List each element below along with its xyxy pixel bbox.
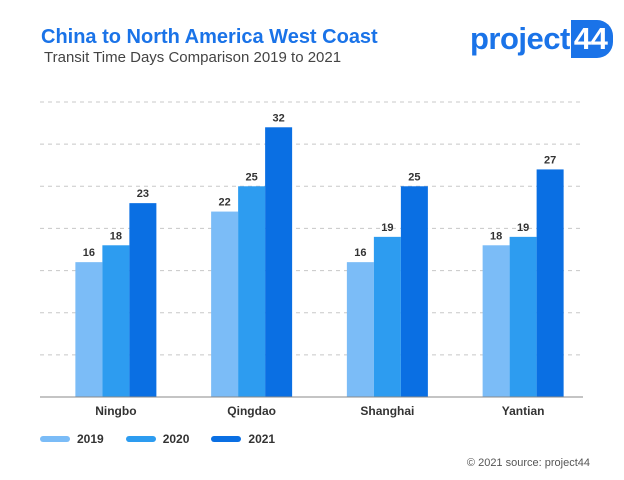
bar-yantian-2021 — [536, 169, 564, 397]
data-labels: 16 18 23 22 25 32 16 19 25 18 19 27 — [83, 112, 557, 259]
data-label: 32 — [273, 112, 285, 124]
data-label: 18 — [110, 230, 122, 242]
bar-yantian-2020 — [509, 236, 537, 397]
legend-swatch — [125, 436, 156, 442]
legend-item-2021: 2021 — [211, 432, 275, 446]
legend-item-2020: 2020 — [125, 432, 190, 446]
bar-ningbo-2021 — [129, 203, 157, 397]
bar-yantian-2019 — [482, 245, 510, 397]
bar-ningbo-2020 — [102, 245, 130, 397]
source-note: © 2021 source: project44 — [466, 457, 590, 469]
legend-label: 2020 — [162, 432, 190, 446]
project44-logo: project 44 — [470, 19, 614, 59]
data-label: 19 — [381, 222, 393, 234]
bar-shanghai-2021 — [400, 186, 428, 397]
data-label: 22 — [219, 197, 231, 209]
x-tick-label: Ningbo — [95, 404, 136, 418]
x-tick-label: Shanghai — [360, 404, 414, 418]
bar-ningbo-2019 — [75, 262, 103, 397]
x-tick-label: Yantian — [502, 404, 545, 418]
chart-subtitle: Transit Time Days Comparison 2019 to 202… — [44, 49, 342, 66]
data-label: 18 — [490, 230, 502, 242]
chart-title: China to North America West Coast — [41, 26, 378, 48]
logo-number: 44 — [570, 20, 614, 58]
bar-qingdao-2021 — [265, 127, 293, 398]
legend-label: 2019 — [77, 432, 104, 446]
legend-swatch — [40, 436, 70, 442]
data-label: 25 — [246, 171, 258, 183]
data-label: 23 — [137, 188, 149, 200]
data-label: 16 — [83, 247, 95, 259]
bar-shanghai-2020 — [373, 236, 401, 397]
data-label: 25 — [408, 171, 420, 183]
bar-shanghai-2019 — [346, 262, 374, 397]
bar-qingdao-2020 — [238, 186, 266, 397]
legend-label: 2021 — [248, 432, 276, 446]
bars — [75, 127, 564, 398]
x-tick-label: Qingdao — [227, 404, 276, 418]
data-label: 27 — [544, 154, 556, 166]
data-label: 16 — [354, 247, 366, 259]
data-label: 19 — [517, 222, 529, 234]
bar-qingdao-2019 — [211, 211, 239, 397]
legend-item-2019: 2019 — [40, 432, 104, 446]
x-axis: Ningbo Qingdao Shanghai Yantian — [40, 396, 583, 418]
legend: 2019 2020 2021 — [40, 432, 297, 446]
legend-swatch — [211, 436, 242, 442]
logo-text: project — [470, 21, 570, 56]
